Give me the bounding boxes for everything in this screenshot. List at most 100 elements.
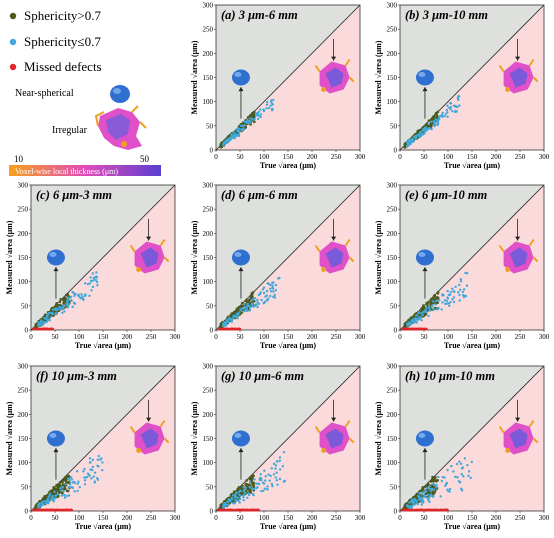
x-axis-label: True √area (μm): [260, 522, 317, 531]
point-sph-low: [416, 494, 420, 498]
point-sph-low: [265, 107, 268, 110]
annotation-arrowhead: [146, 417, 152, 422]
point-sph-low: [270, 109, 274, 112]
point-sph-low: [462, 295, 466, 299]
point-sph-low: [96, 464, 99, 467]
point-sph-low: [49, 311, 53, 315]
point-sph-low: [86, 472, 90, 475]
x-axis-label: True √area (μm): [260, 341, 317, 350]
x-tick-label: 150: [467, 333, 478, 341]
annotation-arrowhead: [146, 236, 152, 241]
point-sph-low: [428, 127, 431, 130]
point-sph-low: [438, 299, 441, 302]
point-sph-high: [435, 479, 438, 483]
point-sph-low: [259, 473, 262, 476]
point-sph-low: [457, 95, 461, 98]
point-sph-low: [408, 139, 412, 143]
point-sph-low: [443, 299, 447, 302]
point-sph-low: [258, 114, 261, 118]
point-sph-low: [276, 483, 279, 486]
point-sph-high: [432, 490, 436, 494]
point-sph-low: [81, 295, 84, 298]
point-sph-low: [37, 502, 41, 505]
point-missed: [410, 327, 414, 331]
point-sph-low: [66, 494, 69, 498]
point-sph-low: [269, 290, 273, 293]
point-sph-high: [247, 300, 251, 303]
point-sph-low: [413, 321, 416, 324]
point-sph-high: [54, 488, 58, 491]
point-sph-high: [245, 479, 248, 482]
point-sph-high: [219, 323, 223, 327]
near-spherical-pore-icon: [415, 69, 434, 86]
point-sph-low: [422, 490, 425, 494]
point-sph-low: [237, 491, 240, 494]
point-missed: [403, 327, 406, 331]
point-sph-low: [249, 119, 252, 123]
annotation-arrowhead: [331, 56, 337, 61]
point-missed: [62, 508, 66, 512]
point-sph-low: [439, 495, 442, 498]
point-sph-low: [422, 501, 425, 504]
point-missed: [224, 327, 228, 331]
point-sph-low: [243, 120, 247, 124]
point-sph-low: [230, 318, 234, 322]
point-sph-low: [463, 457, 467, 460]
point-sph-low: [239, 308, 242, 312]
legend-marker-missed: [9, 63, 17, 71]
point-sph-low: [71, 305, 74, 309]
y-tick-label: 100: [203, 459, 214, 467]
point-sph-low: [457, 98, 460, 101]
point-sph-low: [243, 303, 246, 306]
point-sph-low: [469, 476, 472, 480]
panel-title: (a) 3 μm-6 mm: [221, 8, 298, 22]
y-tick-label: 300: [203, 363, 214, 371]
y-axis-label: Measured √area (μm): [190, 40, 199, 114]
point-sph-low: [227, 499, 231, 502]
point-sph-high: [432, 480, 435, 483]
panel-title: (d) 6 μm-6 mm: [221, 188, 298, 202]
point-sph-low: [262, 291, 266, 295]
point-sph-low: [62, 489, 65, 493]
point-sph-high: [239, 486, 243, 489]
point-sph-low: [238, 493, 241, 497]
point-missed: [229, 508, 232, 512]
point-sph-low: [420, 493, 423, 496]
point-sph-low: [68, 483, 72, 486]
y-tick-label: 0: [210, 327, 214, 335]
point-sph-low: [434, 303, 437, 306]
annotation-arrowhead: [422, 267, 428, 272]
near-spherical-pore-icon: [231, 249, 250, 266]
point-missed: [410, 508, 414, 512]
point-sph-low: [419, 315, 422, 319]
point-sph-low: [73, 302, 77, 305]
point-sph-low: [273, 293, 276, 297]
y-tick-label: 200: [387, 50, 398, 58]
point-sph-low: [421, 128, 425, 131]
point-sph-low: [91, 465, 95, 469]
point-sph-low: [274, 476, 277, 479]
y-tick-label: 250: [18, 387, 29, 395]
y-tick-label: 50: [21, 302, 29, 310]
y-tick-label: 100: [18, 459, 29, 467]
point-sph-low: [265, 289, 269, 293]
point-sph-low: [414, 318, 417, 322]
point-sph-high: [65, 294, 68, 297]
x-tick-label: 50: [237, 333, 245, 341]
point-sph-low: [269, 294, 272, 298]
point-sph-low: [432, 123, 436, 126]
point-sph-low: [459, 487, 463, 490]
point-sph-low: [97, 454, 100, 458]
point-sph-low: [271, 484, 274, 488]
point-missed: [237, 327, 241, 331]
x-tick-label: 50: [52, 514, 60, 522]
point-sph-low: [79, 296, 83, 300]
point-sph-low: [441, 301, 444, 304]
point-sph-low: [439, 114, 443, 118]
point-sph-low: [408, 321, 411, 325]
y-tick-label: 0: [394, 147, 398, 155]
x-tick-label: 200: [307, 333, 318, 341]
near-spherical-pore-icon: [415, 430, 434, 447]
y-tick-label: 0: [25, 327, 29, 335]
point-sph-low: [272, 281, 275, 284]
